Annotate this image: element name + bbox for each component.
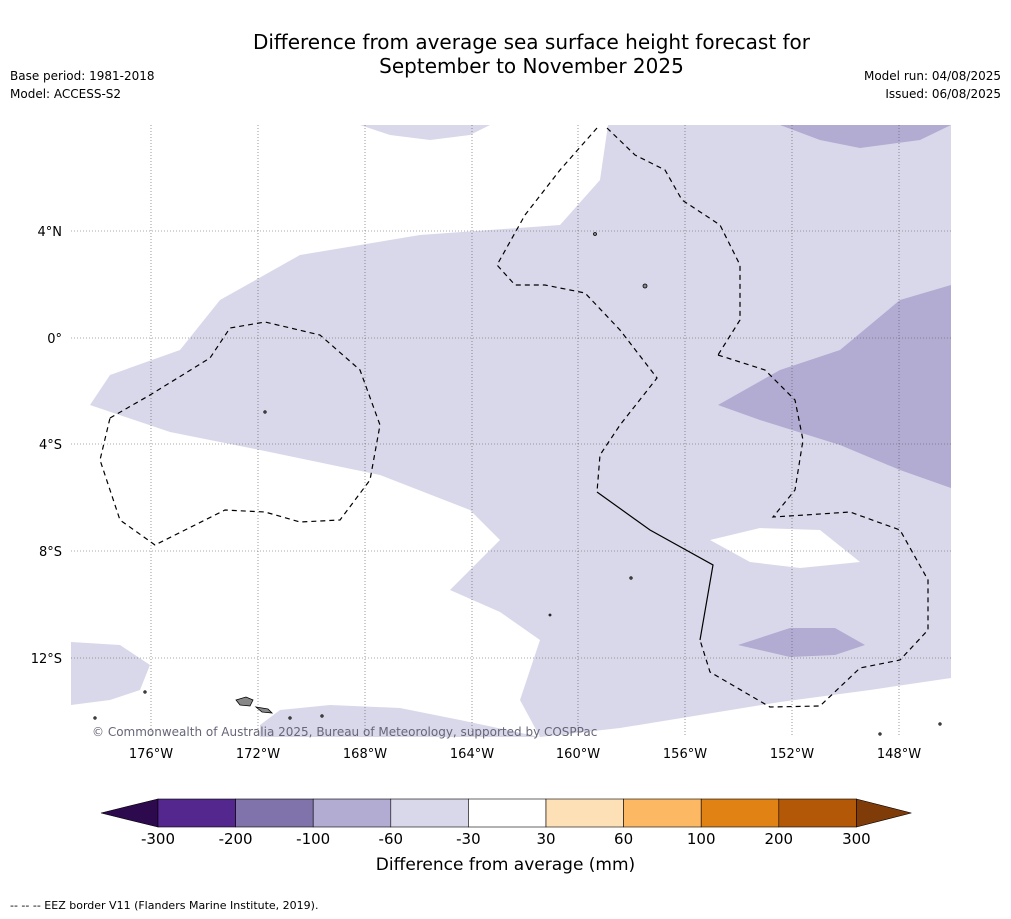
longitude-labels: 176°W 172°W 168°W 164°W 160°W 156°W 152°W 148°W [129,747,921,762]
title-line-2: September to November 2025 [379,54,684,78]
eez-border-kiribati [496,127,658,493]
footer-note: -- -- -- EEZ border V11 (Flanders Marine… [10,899,319,912]
island-atoll-7 [878,732,882,736]
latitude-label: 4°N [38,225,63,240]
colorbar-segment [700,798,780,828]
colorbar-segment [390,798,469,828]
colorbar-segment [468,798,547,828]
latitude-label: 12°S [31,652,62,667]
longitude-label: 168°W [343,747,387,762]
island-kiritimati [642,283,648,289]
colorbar-segment [778,798,857,828]
island-atoll-1 [629,576,633,580]
colorbar-tick-label: 30 [536,830,555,848]
longitude-label: 160°W [556,747,600,762]
latitude-labels: 4°N 0° 4°S 8°S 12°S [31,225,62,667]
island-tabuaeran [593,232,597,236]
eez-border-solid [596,491,714,641]
island-atoll-6 [320,714,324,718]
longitude-label: 164°W [450,747,494,762]
region-neutral-hole [710,528,860,568]
region-light-negative [90,125,951,737]
island-atoll-5 [288,716,292,720]
eez-borders [99,127,929,708]
colorbar-over-arrow [856,798,912,828]
colorbar-tick-label: -60 [379,830,404,848]
island-atoll-4 [93,716,97,720]
region-medium-negative-north [780,125,951,148]
colorbar-tick-label: 300 [842,830,871,848]
latitude-label: 4°S [39,438,62,453]
colorbar-tick-label: -200 [219,830,253,848]
eez-border-line-islands [606,127,741,356]
colorbar-tick-label: -100 [296,830,330,848]
colorbar-segment [545,798,624,828]
latitude-label: 0° [47,332,62,347]
island-tokelau [263,410,267,414]
colorbar-segment [312,798,392,828]
longitude-label: 176°W [129,747,173,762]
island-samoa-east [254,706,274,714]
graticule [71,125,951,737]
island-atoll-3 [143,690,147,694]
region-light-negative-southwest [71,642,150,705]
issued-date: Issued: 06/08/2025 [885,87,1001,101]
colorbar-tick-label: 200 [764,830,793,848]
longitude-label: 172°W [236,747,280,762]
model-name: Model: ACCESS-S2 [10,87,122,101]
base-period: Base period: 1981-2018 [10,69,155,83]
region-light-negative-north [360,125,490,140]
colorbar: -300 -200 -100 -60 -30 30 60 100 200 300 [100,798,912,848]
longitude-label: 156°W [663,747,707,762]
eez-border-french-polynesia [699,354,929,708]
colorbar-tick-label: 100 [687,830,716,848]
colorbar-segment [623,798,702,828]
sea-height-map [71,125,951,737]
colorbar-tick-label: -300 [141,830,175,848]
colorbar-segment [157,798,236,828]
longitude-label: 148°W [877,747,921,762]
meta-left: Base period: 1981-2018 Model: ACCESS-S2 [10,67,155,103]
colorbar-segment [235,798,314,828]
latitude-label: 8°S [39,545,62,560]
chart-title: Difference from average sea surface heig… [0,30,1011,78]
longitude-label: 152°W [770,747,814,762]
meta-right: Model run: 04/08/2025 Issued: 06/08/2025 [864,67,1001,103]
model-run: Model run: 04/08/2025 [863,69,1001,83]
copyright-notice: © Commonwealth of Australia 2025, Bureau… [92,725,597,739]
colorbar-tick-label: -30 [456,830,481,848]
island-atoll-8 [938,722,942,726]
title-line-1: Difference from average sea surface heig… [252,30,811,54]
region-medium-negative-east [718,285,951,488]
colorbar-tick-label: 60 [614,830,633,848]
islands [93,232,942,736]
colorbar-label: Difference from average (mm) [375,855,636,875]
region-medium-negative-south [738,628,865,657]
island-samoa-west [235,696,254,707]
island-atoll-2 [548,613,552,617]
colorbar-under-arrow [100,798,159,828]
